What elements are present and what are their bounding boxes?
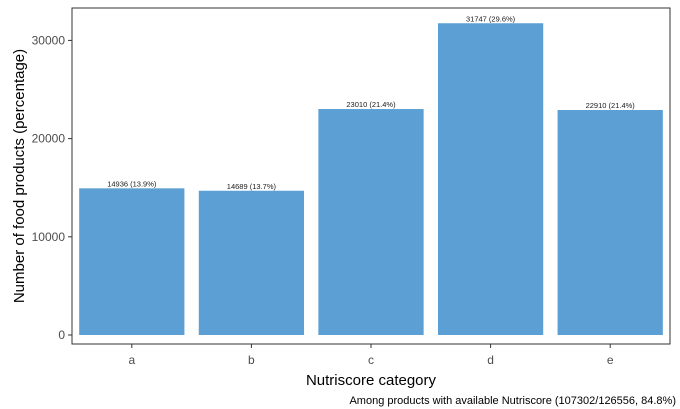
bar-labels-group: 14936 (13.9%) 14689 (13.7%) 23010 (21.4%) 3… <box>107 14 635 191</box>
y-axis: 0 10000 20000 30000 <box>32 33 72 342</box>
x-tick-label-c: c <box>368 353 374 367</box>
x-tick-label-a: a <box>128 353 135 367</box>
bar-value-label-a: 14936 (13.9%) <box>107 179 157 188</box>
x-axis: a b c d e <box>128 344 614 367</box>
x-tick-label-d: d <box>487 353 494 367</box>
x-tick-label-b: b <box>248 353 255 367</box>
bar-d <box>437 23 544 335</box>
chart-caption: Among products with available Nutriscore… <box>349 395 676 407</box>
bar-e <box>557 110 663 336</box>
y-tick-label-10000: 10000 <box>32 230 66 244</box>
y-tick-label-0: 0 <box>58 328 65 342</box>
x-axis-title: Nutriscore category <box>306 372 437 389</box>
bar-a <box>79 188 185 335</box>
bar-b <box>198 190 305 335</box>
bar-value-label-d: 31747 (29.6%) <box>466 14 516 23</box>
bar-value-label-e: 22910 (21.4%) <box>586 101 636 110</box>
bar-value-label-c: 23010 (21.4%) <box>346 100 396 109</box>
y-tick-label-20000: 20000 <box>32 132 66 146</box>
bar-value-label-b: 14689 (13.7%) <box>227 182 277 191</box>
y-tick-label-30000: 30000 <box>32 33 66 47</box>
bar-c <box>318 109 424 335</box>
bars-group <box>79 23 663 336</box>
y-axis-title: Number of food products (percentage) <box>11 49 28 303</box>
x-tick-label-e: e <box>607 353 614 367</box>
